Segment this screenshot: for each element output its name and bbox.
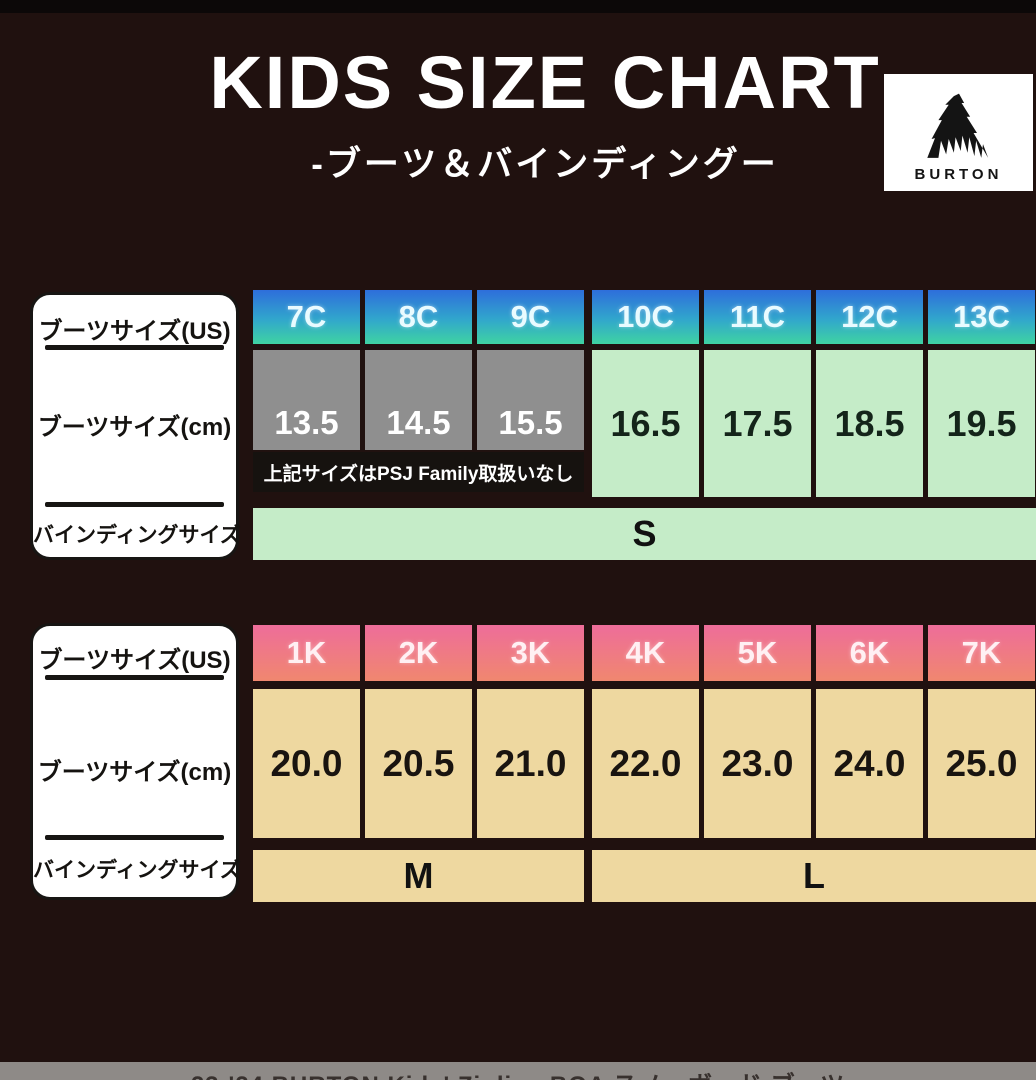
size-us-header-cell: 13C <box>928 290 1035 344</box>
label-boot-size-us: ブーツサイズ(US) <box>38 318 231 345</box>
burton-mountain-icon <box>926 93 988 158</box>
size-us-header-cell: 12C <box>816 290 923 344</box>
size-us-header-cell: 7K <box>928 625 1035 681</box>
page-title: KIDS SIZE CHART <box>209 41 881 124</box>
binding-size-s-cell: S <box>253 508 1036 560</box>
burton-wordmark: BURTON <box>914 166 1003 183</box>
size-cm-cell: 22.0 <box>592 689 699 838</box>
label-divider <box>45 345 224 350</box>
label-box-table-c: ブーツサイズ(US) ブーツサイズ(cm) バインディングサイズ <box>30 292 241 560</box>
label-divider <box>45 835 224 840</box>
size-us-header-cell: 1K <box>253 625 360 681</box>
size-cm-cell: 15.5 <box>477 350 584 450</box>
size-us-header-cell: 4K <box>592 625 699 681</box>
size-cm-cell: 20.5 <box>365 689 472 838</box>
label-binding-size: バインディングサイズ <box>33 524 241 547</box>
clipped-caption-strip: 23-'24 BURTON Kids' Zipline BOA スノーボード ブ… <box>0 1062 1036 1080</box>
size-us-header-cell: 3K <box>477 625 584 681</box>
binding-size-l-cell: L <box>592 850 1036 902</box>
label-divider <box>45 675 224 680</box>
size-cm-cell: 23.0 <box>704 689 811 838</box>
page-subtitle: -ブーツ＆バインディングー <box>311 145 779 184</box>
size-cm-cell: 13.5 <box>253 350 360 450</box>
size-cm-cell: 25.0 <box>928 689 1035 838</box>
label-boot-size-us: ブーツサイズ(US) <box>38 647 231 674</box>
size-us-header-cell: 9C <box>477 290 584 344</box>
size-cm-cell: 16.5 <box>592 350 699 497</box>
binding-size-m-cell: M <box>253 850 584 902</box>
size-us-header-cell: 2K <box>365 625 472 681</box>
size-cm-cell: 21.0 <box>477 689 584 838</box>
size-us-header-cell: 6K <box>816 625 923 681</box>
size-cm-cell: 24.0 <box>816 689 923 838</box>
psj-family-note: 上記サイズはPSJ Family取扱いなし <box>253 452 584 492</box>
size-cm-cell: 19.5 <box>928 350 1035 497</box>
size-cm-cell: 14.5 <box>365 350 472 450</box>
size-cm-cell: 20.0 <box>253 689 360 838</box>
label-box-table-k: ブーツサイズ(US) ブーツサイズ(cm) バインディングサイズ <box>30 623 241 900</box>
size-us-header-cell: 10C <box>592 290 699 344</box>
label-boot-size-cm: ブーツサイズ(cm) <box>37 759 232 786</box>
burton-logo: BURTON <box>884 74 1033 191</box>
top-letterbox <box>0 0 1036 13</box>
size-us-header-cell: 7C <box>253 290 360 344</box>
label-binding-size: バインディングサイズ <box>33 859 241 882</box>
size-us-header-cell: 8C <box>365 290 472 344</box>
label-boot-size-cm: ブーツサイズ(cm) <box>37 414 232 441</box>
listing-title-clipped: 23-'24 BURTON Kids' Zipline BOA スノーボード ブ… <box>0 1065 1036 1080</box>
size-cm-cell: 18.5 <box>816 350 923 497</box>
size-us-header-cell: 5K <box>704 625 811 681</box>
label-divider <box>45 502 224 507</box>
size-us-header-cell: 11C <box>704 290 811 344</box>
size-cm-cell: 17.5 <box>704 350 811 497</box>
